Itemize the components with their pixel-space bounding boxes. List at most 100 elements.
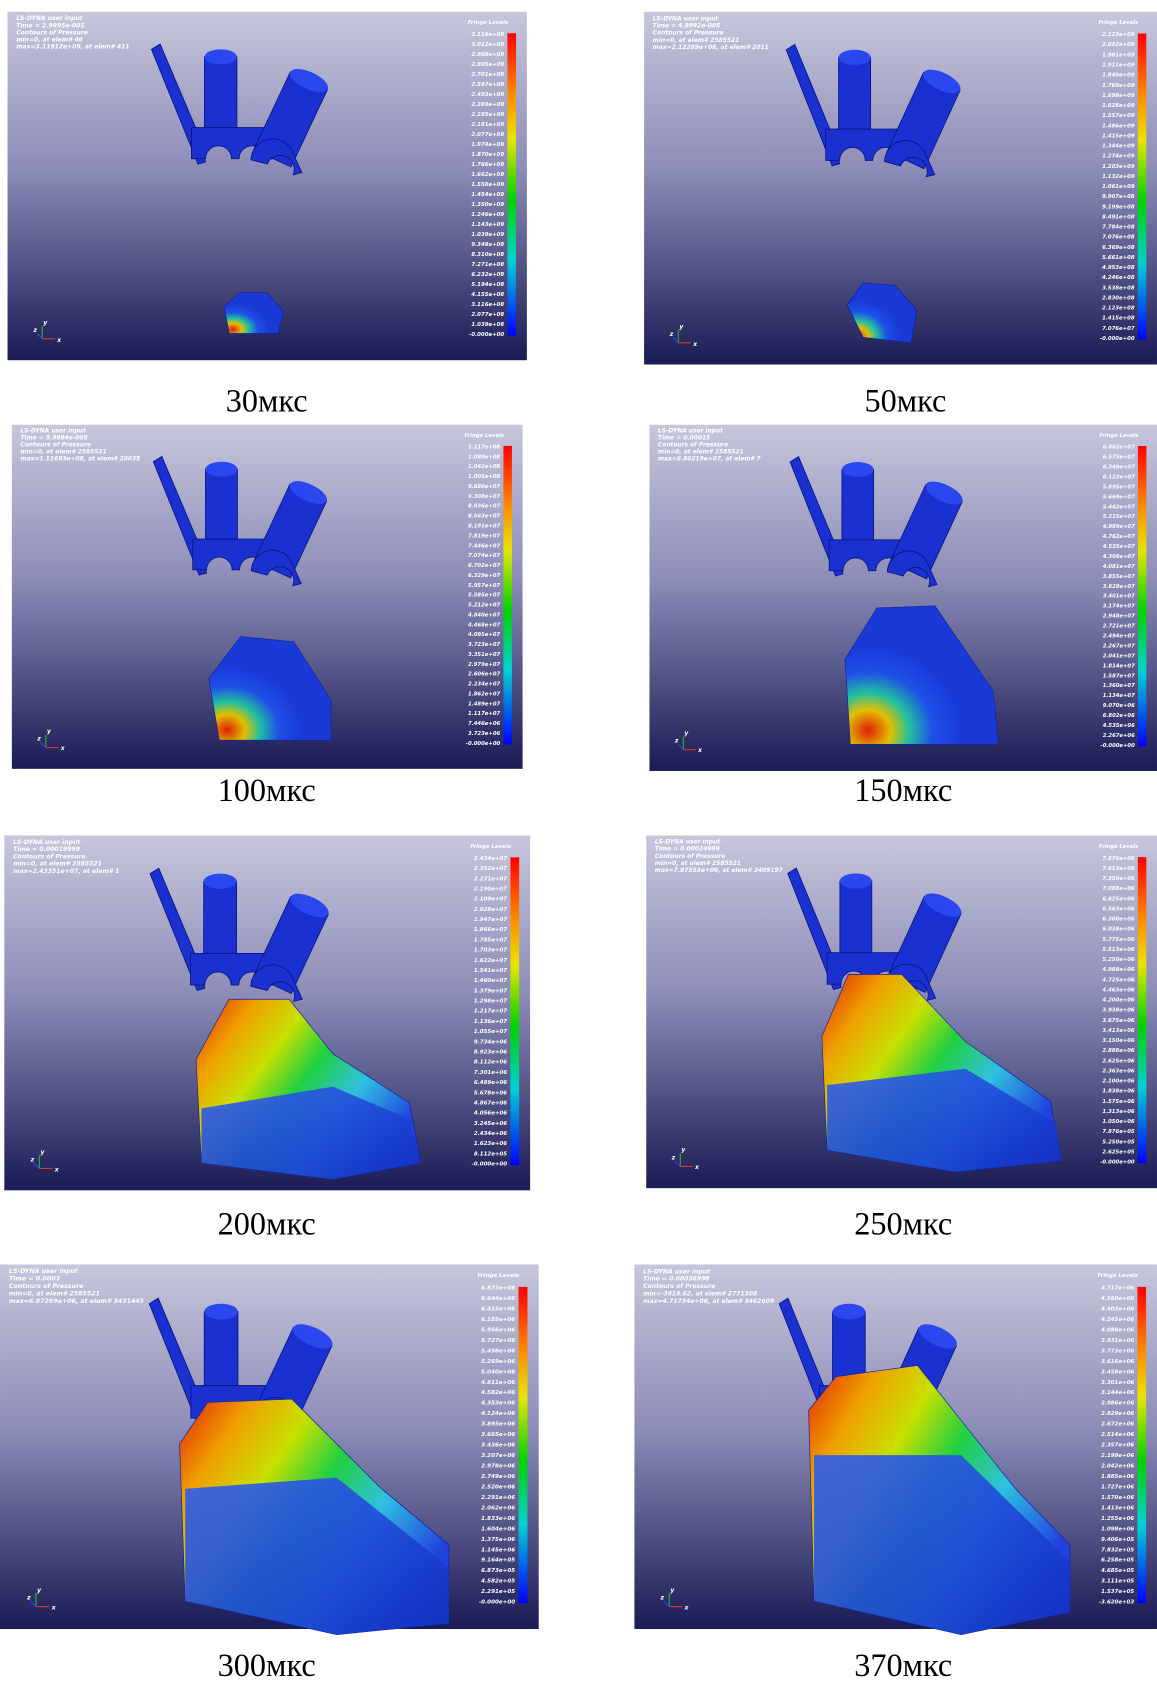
fringe-label: 4.582e+05 [481, 1579, 515, 1585]
fringe-label: 6.563e+06 [1102, 906, 1134, 912]
fringe-label: 1.870e+09 [471, 152, 504, 158]
fringe-label: 1.814e+07 [1103, 663, 1135, 669]
fringe-label: 7.876e+05 [1102, 1129, 1134, 1135]
fringe-label: 5.661e+08 [1102, 255, 1135, 261]
fringe-label: 1.558e+09 [471, 182, 504, 188]
colorbar [1137, 1287, 1146, 1603]
fringe-label: 8.923e+06 [474, 1050, 507, 1056]
fringe-label: 2.234e+07 [468, 682, 501, 688]
header-line: Contours of Pressure [20, 442, 91, 449]
header-line: Contours of Pressure [643, 1282, 715, 1290]
fringe-label: 6.873e+05 [481, 1568, 515, 1574]
header-line: Time = 0.00024999 [655, 846, 720, 853]
fringe-label: 1.117e+08 [468, 444, 501, 450]
fringe-label: 4.717e+06 [1101, 1286, 1134, 1292]
fringe-label: 6.825e+06 [1102, 896, 1134, 902]
fringe-label: 4.535e+07 [1103, 544, 1135, 550]
fringe-label: 6.415e+06 [481, 1306, 515, 1312]
fringe-label: 1.344e+09 [1102, 144, 1135, 150]
fringe-label: 1.981e+09 [1102, 52, 1135, 58]
fringe-label: -0.000e+00 [469, 332, 504, 338]
fringe-label: 1.703e+07 [474, 948, 507, 954]
fringe-label: 6.489e+06 [474, 1080, 507, 1086]
fringe-label: 2.625e+05 [1102, 1149, 1134, 1155]
fringe-label: 3.628e+07 [1103, 584, 1135, 590]
header-line: min=0, at elem# 2585521 [13, 860, 102, 868]
header-line: LS-DYNA user input [16, 14, 84, 22]
fringe-label: 1.833e+06 [481, 1516, 515, 1522]
fringe-label: 1.727e+06 [1101, 1484, 1134, 1490]
fringe-label: 5.442e+07 [1103, 504, 1135, 510]
fringe-label: 2.199e+06 [1101, 1453, 1134, 1459]
legend-title: Fringe Levels [477, 1273, 519, 1279]
fringe-label: 4.403e+06 [1101, 1306, 1134, 1312]
fringe-label: 6.232e+08 [471, 272, 504, 278]
fringe-label: 1.862e+07 [468, 691, 501, 697]
fringe-label: 1.662e+09 [471, 172, 504, 178]
fringe-label: 6.575e+07 [1103, 455, 1135, 461]
fringe-label: 1.132e+09 [1102, 174, 1135, 180]
fringe-label: 2.041e+07 [1103, 653, 1135, 659]
fringe-label: 7.832e+05 [1101, 1547, 1134, 1553]
fringe-label: 2.986e+06 [1101, 1401, 1134, 1407]
fringe-label: 5.250e+06 [1102, 957, 1134, 963]
fringe-label: 2.606e+07 [468, 672, 501, 678]
fringe-label: 5.727e+06 [481, 1338, 515, 1344]
fringe-label: 3.207e+06 [481, 1453, 515, 1459]
header-line: Contours of Pressure [658, 442, 728, 449]
fringe-label: 1.838e+06 [1102, 1089, 1134, 1095]
fringe-label: 3.012e+09 [471, 42, 504, 48]
fringe-label: 2.721e+07 [1103, 624, 1135, 630]
fringe-label: 3.895e+06 [481, 1422, 515, 1428]
fringe-label: 6.873e+06 [481, 1286, 515, 1292]
fringe-label: 7.876e+06 [1102, 856, 1134, 862]
fringe-label: 9.406e+05 [1101, 1537, 1134, 1543]
fringe-label: 1.623e+06 [474, 1141, 507, 1147]
header-line: Time = 0.00015 [658, 435, 710, 442]
fringe-label: 2.190e+07 [474, 886, 507, 892]
fringe-label: 3.773e+06 [1101, 1348, 1134, 1354]
fringe-label: 3.301e+06 [1101, 1380, 1134, 1386]
header-line: max=1.11693e+08, at elem# 20035 [20, 456, 140, 463]
fringe-label: -0.000e+00 [472, 1162, 508, 1168]
fringe-label: 6.702e+07 [468, 563, 501, 569]
fringe-label: 3.174e+07 [1103, 604, 1135, 610]
fringe-label: 1.840e+09 [1102, 73, 1135, 79]
colorbar [1138, 446, 1146, 746]
header-line: LS-DYNA user input [658, 428, 724, 435]
triad-label: z [30, 1157, 35, 1164]
fringe-label: 9.734e+06 [474, 1039, 507, 1045]
fringe-label: 4.468e+07 [468, 622, 501, 628]
fringe-label: 1.454e+09 [471, 192, 504, 198]
fringe-label: 3.723e+07 [468, 642, 501, 648]
fringe-label: 8.310e+08 [471, 252, 504, 258]
fringe-label: 9.680e+07 [468, 484, 501, 490]
fringe-label: 6.329e+07 [468, 573, 501, 579]
fringe-label: 6.185e+06 [481, 1317, 515, 1323]
fringe-label: 5.194e+08 [471, 282, 504, 288]
fringe-label: 2.291e+05 [481, 1589, 515, 1595]
triad-label: z [669, 331, 674, 338]
header-line: Contours of Pressure [13, 852, 86, 860]
fringe-label: 3.245e+06 [474, 1121, 507, 1127]
fringe-label: 5.775e+06 [1102, 937, 1134, 943]
fringe-label: 3.401e+07 [1103, 594, 1135, 600]
fringe-label: 2.123e+09 [1102, 32, 1135, 38]
cylinder-cap [842, 462, 874, 477]
triad-label: z [36, 736, 41, 743]
fringe-label: 2.077e+09 [471, 132, 504, 138]
header-line: max=6.87269e+06, at elem# 3431445 [9, 1297, 145, 1305]
header-line: LS-DYNA user input [655, 838, 721, 845]
fringe-label: 3.351e+07 [468, 652, 501, 658]
legend-title: Fringe Levels [468, 20, 509, 26]
fringe-label: 2.062e+06 [481, 1505, 515, 1511]
fringe-label: 7.613e+06 [1102, 866, 1134, 872]
fringe-label: 3.723e+06 [468, 731, 501, 737]
fringe-label: 3.116e+09 [471, 32, 504, 38]
fringe-label: 5.678e+06 [474, 1090, 507, 1096]
fringe-label: 1.039e+08 [471, 322, 504, 328]
fringe-label: 2.052e+09 [1102, 42, 1135, 48]
fringe-label: 5.895e+07 [1103, 484, 1135, 490]
fringe-label: 7.446e+07 [468, 543, 501, 549]
triad-label: x [697, 747, 702, 754]
